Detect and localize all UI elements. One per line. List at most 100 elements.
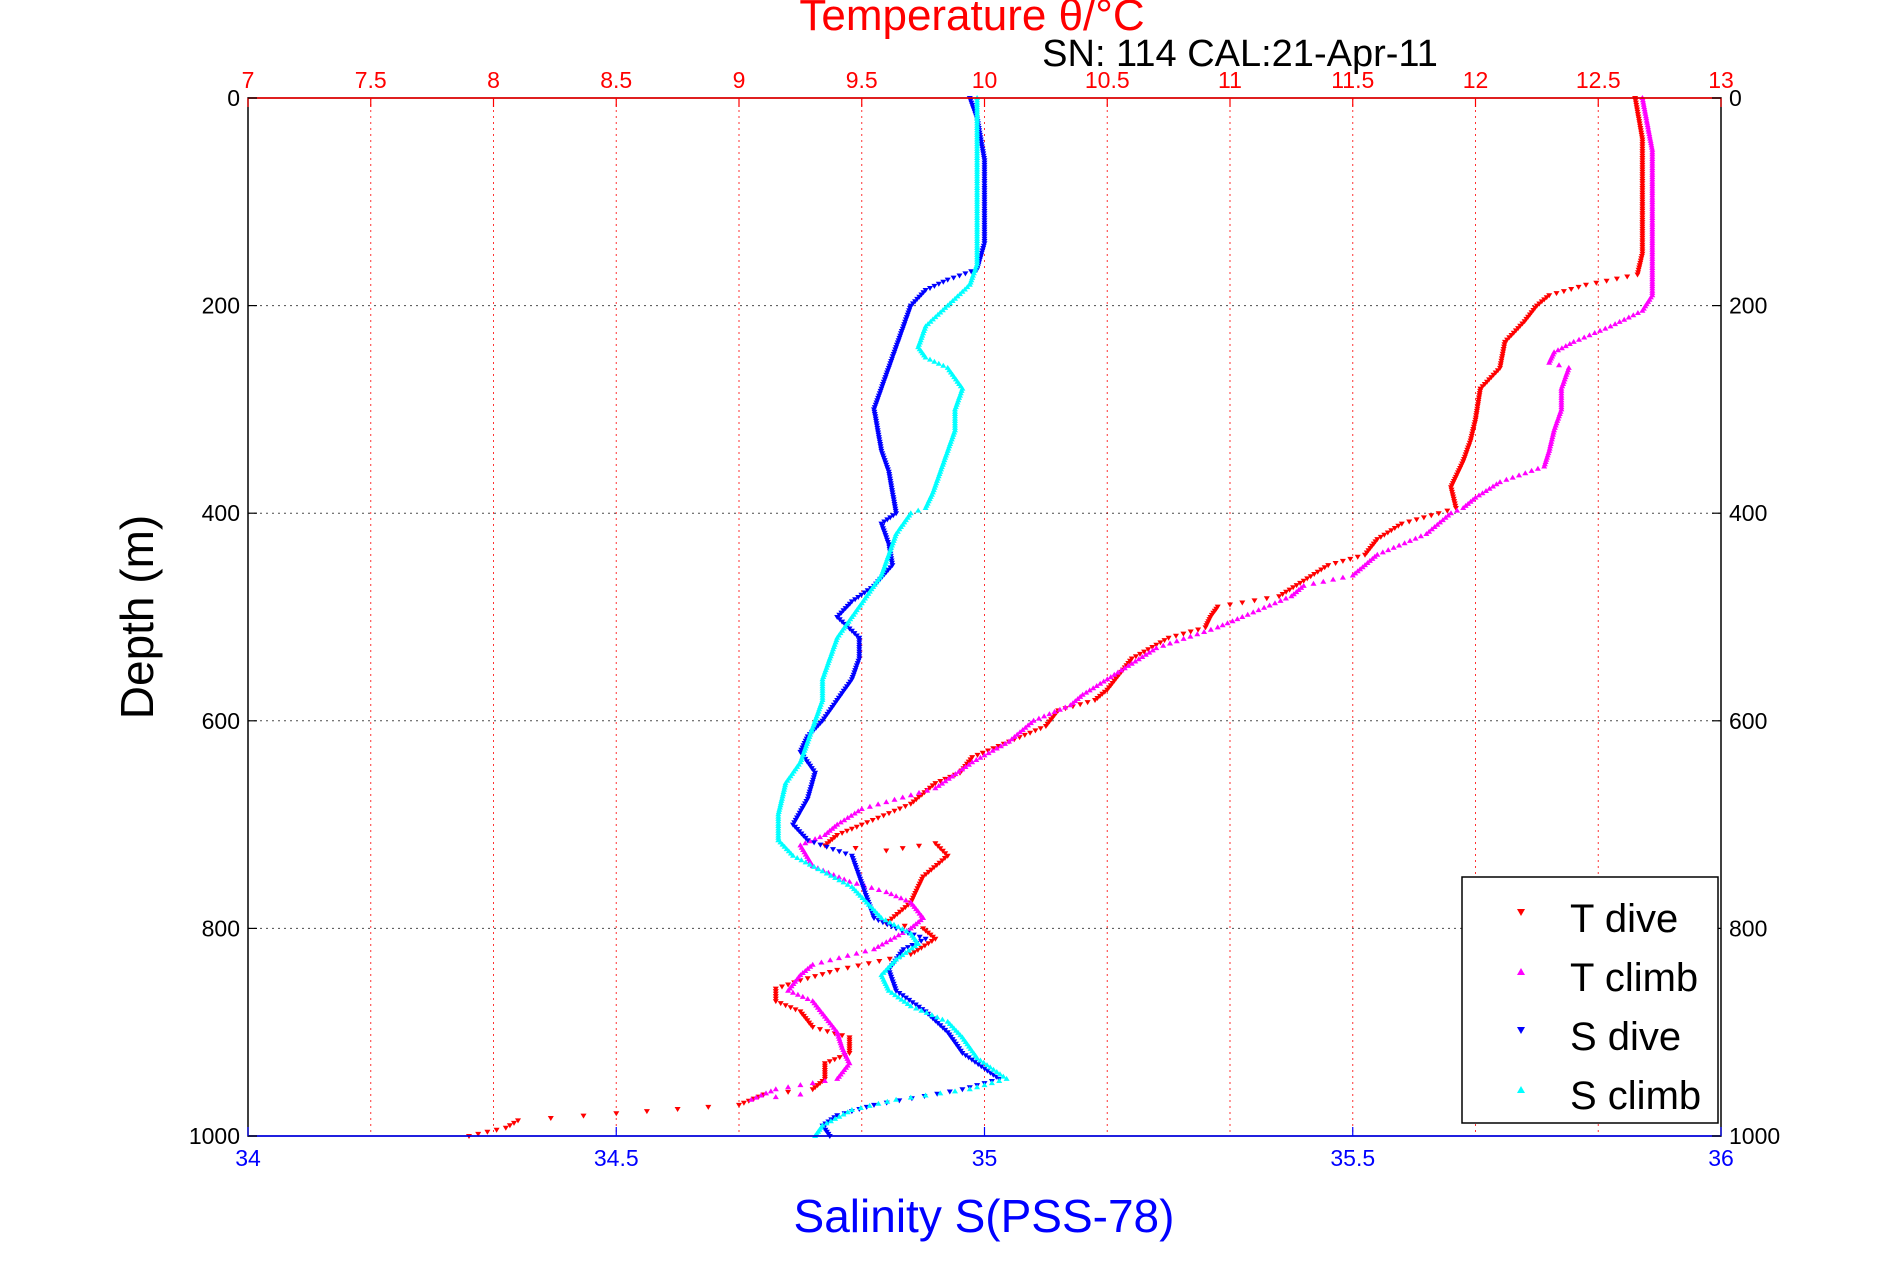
data-point	[821, 1078, 828, 1083]
data-point	[898, 895, 904, 901]
data-point	[1234, 616, 1241, 622]
data-point	[898, 996, 905, 1002]
data-point	[959, 766, 966, 772]
legend-marker-t-climb	[1517, 968, 1525, 975]
data-point	[776, 804, 783, 810]
data-point	[1118, 667, 1125, 673]
data-point	[907, 1094, 914, 1100]
data-point	[904, 945, 911, 951]
chart-subtitle: SN: 114 CAL:21-Apr-11	[1042, 33, 1438, 75]
data-point	[908, 945, 915, 951]
data-point	[909, 1000, 916, 1006]
data-point	[902, 949, 909, 955]
data-point	[1407, 537, 1413, 543]
data-point	[1017, 729, 1023, 735]
series-t-climb	[748, 95, 1656, 1102]
data-point	[1377, 534, 1384, 540]
data-point	[1576, 336, 1582, 342]
data-point	[1643, 115, 1650, 121]
data-point	[1390, 544, 1397, 550]
data-point	[1467, 498, 1474, 504]
data-point	[1100, 678, 1107, 684]
data-point	[1142, 651, 1149, 657]
data-point	[1132, 654, 1139, 660]
data-point	[1304, 576, 1311, 582]
data-point	[1288, 593, 1295, 599]
data-point	[1077, 702, 1084, 708]
top-axis-tick-label: 12	[1463, 67, 1489, 93]
data-point	[1261, 604, 1268, 610]
data-point	[904, 1001, 911, 1006]
data-point	[906, 997, 913, 1003]
data-point	[1263, 596, 1270, 602]
data-point	[1630, 312, 1637, 318]
data-point	[1634, 310, 1641, 315]
data-point	[1062, 704, 1069, 710]
data-point	[806, 861, 813, 867]
data-point	[862, 948, 869, 954]
data-point	[1084, 700, 1091, 706]
data-point	[787, 1005, 794, 1011]
data-point	[809, 1087, 816, 1093]
data-point	[817, 1027, 823, 1033]
data-point	[959, 1087, 966, 1093]
data-point	[834, 967, 841, 973]
data-point	[1413, 517, 1420, 523]
data-point	[1444, 508, 1451, 514]
data-point	[1293, 589, 1300, 595]
data-point	[797, 1082, 804, 1088]
data-point	[772, 1086, 779, 1092]
data-point	[1030, 717, 1037, 723]
data-point	[1003, 1075, 1010, 1081]
data-point	[797, 1091, 804, 1097]
data-point	[1042, 724, 1049, 729]
data-point	[475, 1131, 482, 1137]
data-point	[939, 307, 946, 313]
data-point	[1314, 569, 1321, 575]
data-point	[778, 797, 785, 803]
data-point	[1435, 511, 1442, 517]
data-point	[940, 362, 947, 368]
data-point	[748, 1096, 755, 1102]
data-point	[985, 748, 991, 754]
data-point	[736, 1102, 742, 1108]
data-point	[1107, 674, 1114, 680]
data-point	[1051, 708, 1058, 714]
data-point	[776, 806, 783, 812]
data-point	[916, 934, 923, 940]
data-point	[853, 880, 860, 886]
data-point	[899, 846, 906, 852]
data-point	[1648, 142, 1655, 148]
data-point	[975, 1062, 982, 1068]
y-axis-tick-label-right: 200	[1729, 293, 1767, 319]
data-point	[785, 1089, 792, 1095]
top-axis-tick-label: 7	[242, 67, 255, 93]
data-point	[1509, 474, 1516, 480]
data-point	[1575, 284, 1582, 290]
data-point	[990, 1066, 997, 1072]
y-axis-tick-label-right: 400	[1729, 500, 1767, 526]
data-point	[916, 1004, 922, 1010]
data-point	[777, 1001, 784, 1007]
data-point	[952, 295, 958, 301]
data-point	[809, 1025, 816, 1030]
data-point	[972, 1059, 978, 1065]
data-point	[775, 809, 782, 814]
data-point	[1255, 607, 1262, 613]
data-point	[1562, 343, 1569, 349]
data-point	[1014, 731, 1021, 737]
data-point	[824, 829, 831, 835]
data-point	[973, 757, 980, 762]
data-point	[907, 801, 914, 807]
data-point	[918, 1007, 925, 1013]
data-point	[777, 800, 784, 806]
data-point	[1591, 330, 1598, 335]
data-point	[916, 843, 922, 849]
series-s-climb	[775, 95, 1010, 1138]
x-axis-label: Salinity S(PSS-78)	[794, 1190, 1175, 1242]
data-point	[812, 836, 819, 842]
data-point	[1648, 140, 1654, 146]
data-point	[1550, 429, 1557, 435]
data-point	[1493, 481, 1500, 487]
